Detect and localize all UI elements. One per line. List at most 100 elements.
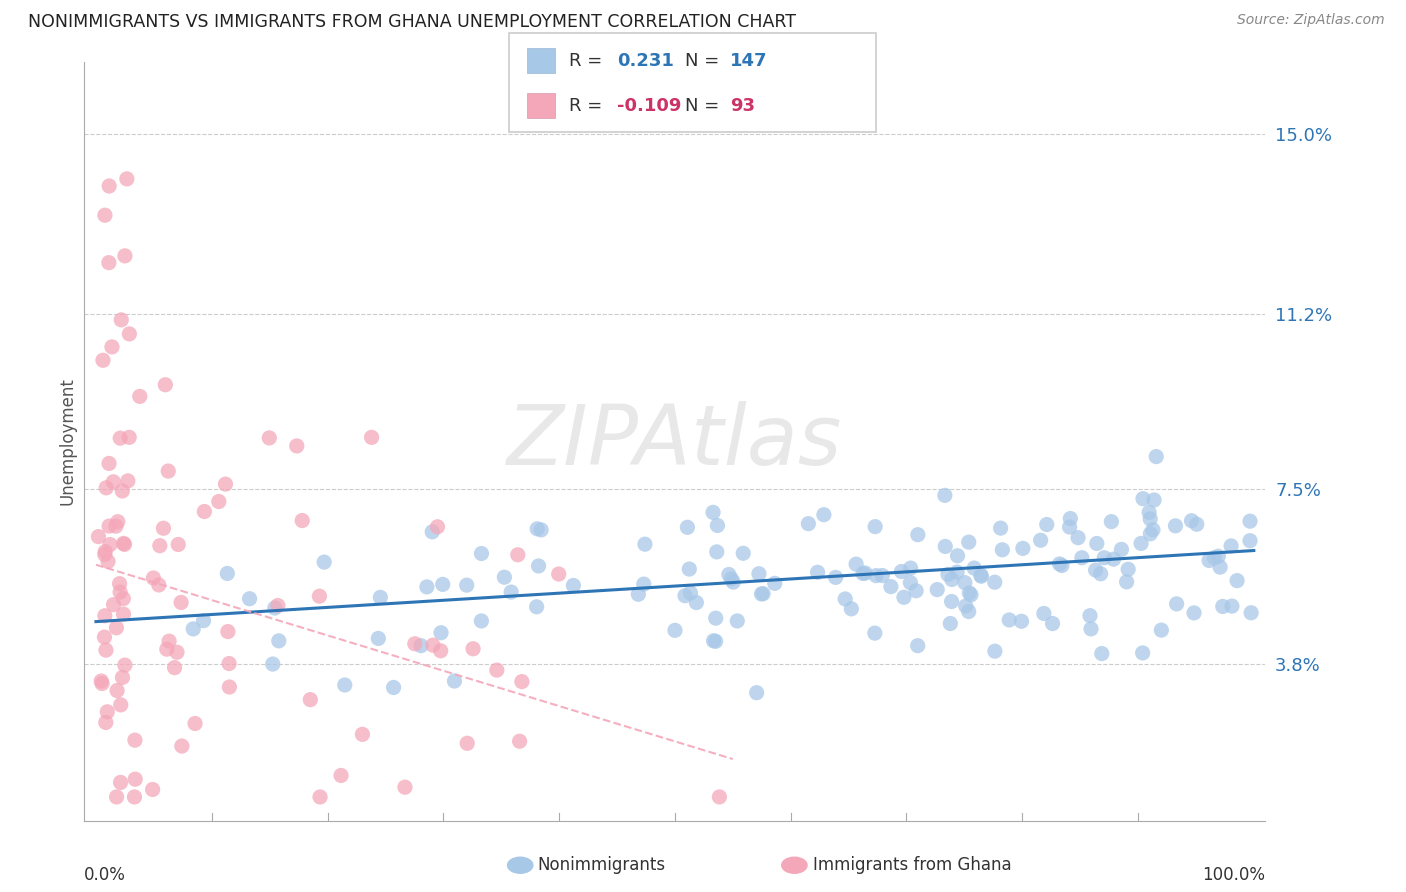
Point	[1139, 526, 1161, 541]
Point	[367, 632, 389, 646]
Point	[429, 644, 451, 658]
Point	[1240, 606, 1263, 620]
Point	[494, 570, 516, 584]
Point	[1036, 517, 1059, 532]
Point	[96, 705, 118, 719]
Point	[813, 508, 835, 522]
Point	[526, 522, 548, 536]
Point	[1078, 608, 1101, 623]
Point	[1209, 560, 1232, 574]
Point	[890, 565, 912, 579]
Point	[485, 663, 508, 677]
Point	[217, 566, 239, 581]
Point	[880, 580, 903, 594]
Point	[907, 639, 929, 653]
Point	[166, 645, 188, 659]
Point	[1139, 512, 1161, 526]
Text: Immigrants from Ghana: Immigrants from Ghana	[813, 856, 1011, 874]
Point	[263, 601, 285, 615]
Point	[863, 626, 886, 640]
Point	[98, 457, 121, 471]
Point	[157, 464, 180, 478]
Point	[678, 562, 700, 576]
Point	[105, 789, 128, 804]
Point	[1102, 552, 1125, 566]
Point	[960, 588, 983, 602]
Point	[752, 587, 775, 601]
Point	[506, 548, 529, 562]
Point	[111, 670, 134, 684]
Point	[91, 676, 114, 690]
Point	[704, 611, 727, 625]
Point	[1032, 607, 1054, 621]
Point	[1137, 505, 1160, 519]
Point	[841, 602, 863, 616]
Point	[725, 614, 748, 628]
Point	[142, 571, 165, 585]
Point	[1099, 515, 1122, 529]
Point	[118, 326, 141, 341]
Point	[105, 683, 128, 698]
Point	[824, 570, 846, 584]
Point	[101, 340, 124, 354]
Point	[984, 575, 1007, 590]
Point	[927, 582, 949, 597]
Point	[98, 537, 121, 551]
Point	[214, 477, 236, 491]
Text: NONIMMIGRANTS VS IMMIGRANTS FROM GHANA UNEMPLOYMENT CORRELATION CHART: NONIMMIGRANTS VS IMMIGRANTS FROM GHANA U…	[28, 13, 796, 31]
Point	[426, 520, 449, 534]
Point	[1042, 616, 1064, 631]
Point	[709, 789, 731, 804]
Point	[1059, 520, 1081, 534]
Point	[128, 389, 150, 403]
Text: 93: 93	[730, 96, 755, 114]
Y-axis label: Unemployment: Unemployment	[58, 377, 76, 506]
Point	[717, 567, 740, 582]
Point	[1111, 542, 1133, 557]
Point	[562, 578, 585, 592]
Text: ZIPAtlas: ZIPAtlas	[508, 401, 842, 482]
Point	[1142, 523, 1164, 537]
Point	[1116, 562, 1139, 576]
Point	[456, 736, 478, 750]
Point	[1204, 550, 1226, 565]
Point	[501, 585, 523, 599]
Point	[124, 733, 146, 747]
Point	[430, 625, 453, 640]
Text: Nonimmigrants: Nonimmigrants	[537, 856, 665, 874]
Point	[443, 673, 465, 688]
Point	[1144, 450, 1167, 464]
Point	[702, 505, 724, 519]
Point	[382, 681, 405, 695]
Point	[984, 644, 1007, 658]
Point	[1132, 491, 1154, 506]
Point	[1115, 574, 1137, 589]
Point	[420, 524, 443, 539]
Text: R =: R =	[569, 96, 609, 114]
Point	[94, 208, 117, 222]
Point	[1084, 563, 1107, 577]
Point	[946, 549, 969, 563]
Point	[955, 599, 977, 613]
Point	[991, 542, 1014, 557]
Point	[763, 576, 786, 591]
Point	[217, 624, 239, 639]
Point	[193, 614, 215, 628]
Text: 100.0%: 100.0%	[1202, 866, 1265, 884]
Point	[149, 539, 172, 553]
Point	[1239, 514, 1261, 528]
Point	[679, 586, 702, 600]
Point	[957, 586, 980, 600]
Point	[470, 614, 492, 628]
Point	[1226, 574, 1249, 588]
Point	[970, 568, 993, 582]
Point	[526, 599, 548, 614]
Point	[939, 616, 962, 631]
Point	[946, 565, 969, 579]
Point	[291, 514, 314, 528]
Point	[259, 431, 281, 445]
Point	[865, 568, 887, 582]
Point	[114, 658, 136, 673]
Point	[530, 523, 553, 537]
Point	[103, 475, 125, 489]
